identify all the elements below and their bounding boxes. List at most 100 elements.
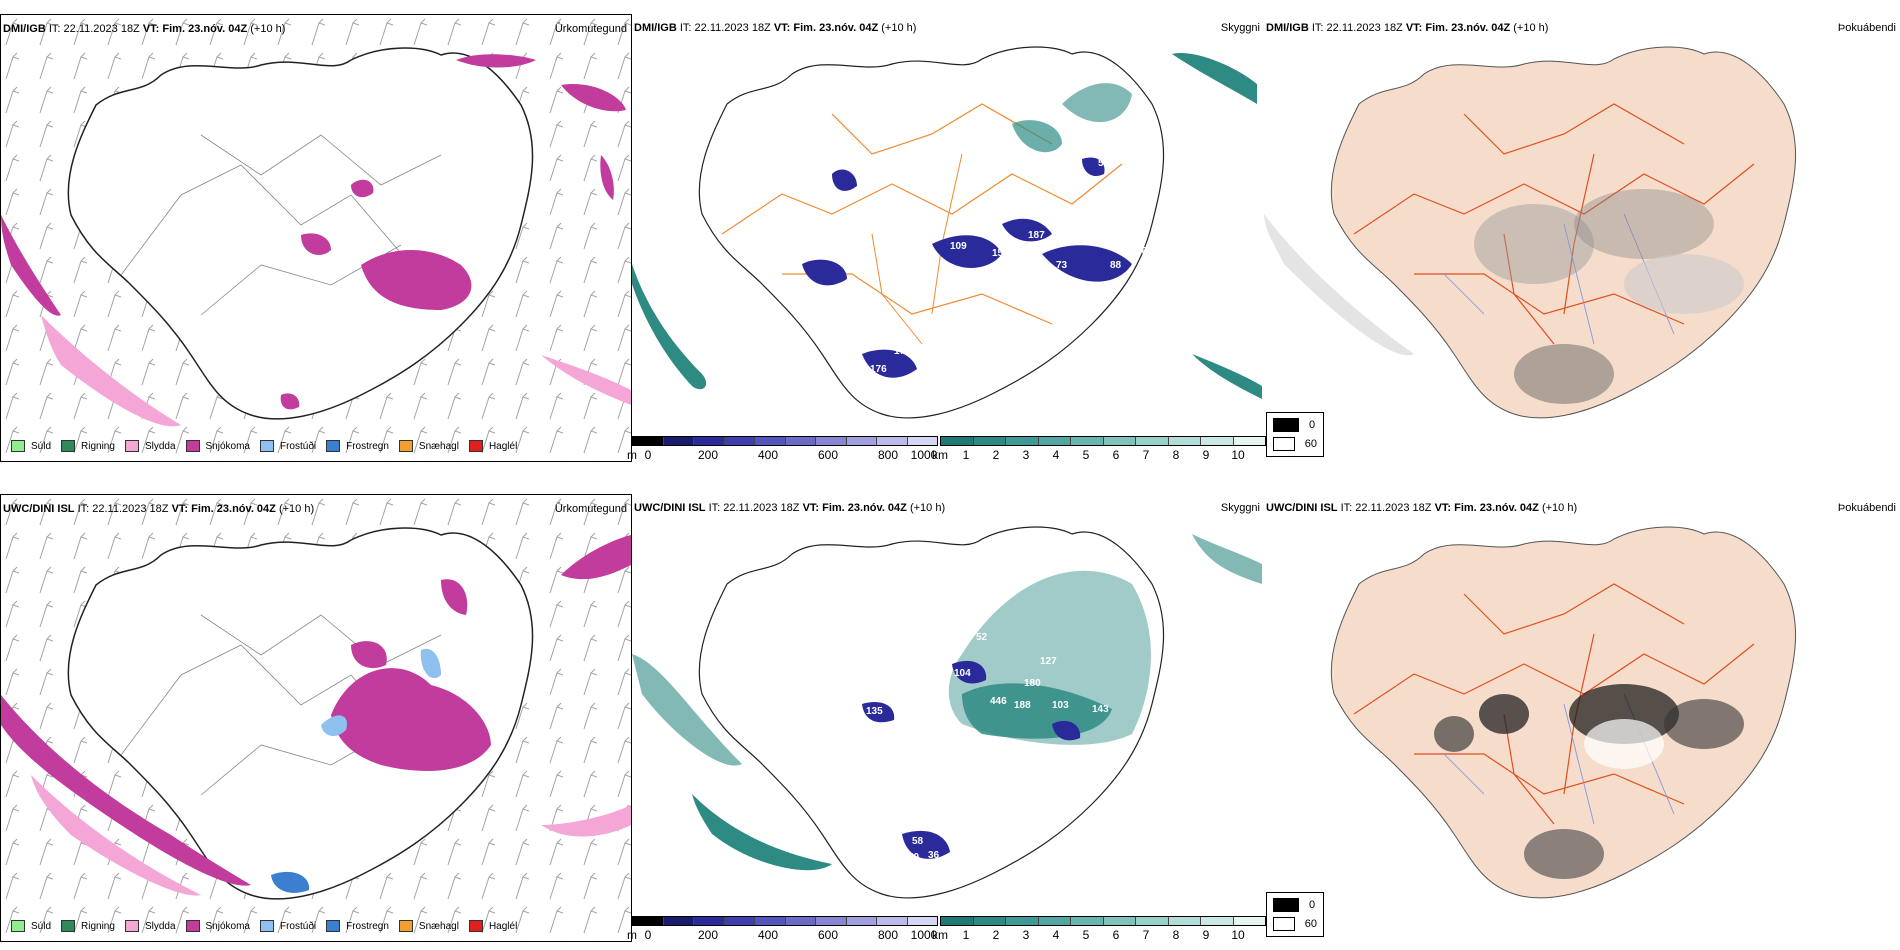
cbar-tick: 800 [877,928,899,942]
fog-panel-2: Þokuábendi [1264,494,1900,942]
cbar-tick: 4 [1052,448,1060,462]
cbar-tick: 1 [962,448,970,462]
fog-legend-swatch [1273,437,1295,451]
vt-label: VT: [1405,22,1423,34]
ceiling-label: 73 [1056,260,1068,271]
legend-swatch [259,440,274,452]
legend-item: Snjókoma [185,440,250,452]
cbar-tick: 4 [1052,928,1060,942]
ceiling-label: 52 [976,632,988,643]
vt-value: Fim. 23.nóv. 04Z [793,22,879,34]
cbar-tick: 8 [1172,448,1180,462]
precip-legend: Súld Rigning Slydda Snjókoma Frostúði Fr… [1,915,517,937]
cbar-tick: 6 [1112,928,1120,942]
cbar-tick: 0 [644,928,652,942]
model-name: UWC/DINI ISL [634,502,706,514]
cbar-tick: 1000 [910,928,938,942]
visibility-map-1: 97 109 80 39 56 96 187 158 94 73 132 88 … [632,46,1262,419]
cbar-tick: 7 [1142,928,1150,942]
panel-header: DMI/IGB IT: 22.11.2023 18Z VT: Fim. 23.n… [634,22,916,34]
cbar-tick: 3 [1022,448,1030,462]
legend-swatch [124,440,139,452]
ceiling-label: 158 [992,248,1009,259]
ceiling-label: 39 [986,190,998,201]
cbar-tick: 9 [1202,448,1210,462]
precip-type-panel-1: DMI/IGB IT: 22.11.2023 18Z VT: Fim. 23.n… [0,14,632,462]
ceiling-label: 241 [736,354,753,365]
ceiling-label: 188 [1014,700,1031,711]
legend-swatch [468,920,483,932]
vt-value: Fim. 23.nóv. 04Z [1425,22,1511,34]
fog-legend-row: 0 [1273,898,1317,912]
panel-title: Skyggni [1220,502,1260,514]
ceiling-label: 176 [870,364,887,375]
cbar-unit: km [932,448,948,462]
fog-legend-1: 0 60 [1266,412,1324,457]
lead-time: (+10 h) [1541,502,1578,514]
it-label: IT: [48,23,61,35]
lead-time: (+10 h) [909,502,946,514]
vt-label: VT: [171,503,189,515]
it-label: IT: [679,22,692,34]
model-name: DMI/IGB [3,23,46,35]
cbar-tick: 200 [697,928,719,942]
cbar-tick: 3 [1022,928,1030,942]
panel-title: Skyggni [1220,22,1260,34]
legend-swatch [11,440,25,452]
fog-legend-swatch [1273,418,1299,432]
ceiling-label: 180 [1024,678,1041,689]
lead-time: (+10 h) [250,23,286,35]
legend-item: Frostúði [259,920,316,932]
it-value: 22.11.2023 18Z [1326,22,1403,34]
cbar-tick: 400 [757,928,779,942]
panel-header: DMI/IGB IT: 22.11.2023 18Z VT: Fim. 23.n… [1266,22,1548,34]
vt-value: Fim. 23.nóv. 04Z [162,23,248,35]
cbar-unit: m [627,448,637,462]
cbar-tick: 1000 [910,448,938,462]
visibility-colorbar-1: km 1 2 3 4 5 6 7 8 9 10 [932,436,1266,462]
fog-legend-swatch [1273,917,1295,931]
legend-item: Frostregn [326,920,389,932]
it-label: IT: [77,503,90,515]
ceiling-label: 127 [1040,656,1057,667]
ceiling-label: 767 [742,800,759,811]
ceiling-label: 58 [912,836,924,847]
it-label: IT: [708,502,721,514]
ceiling-colorbar-1: m 0 200 400 600 800 1000 [627,436,938,462]
panel-header: UWC/DINI ISL IT: 22.11.2023 18Z VT: Fim.… [1266,502,1577,514]
legend-item: Snjókoma [185,920,250,932]
it-label: IT: [1311,22,1324,34]
lead-time: (+10 h) [278,503,315,515]
vt-label: VT: [142,23,160,35]
ceiling-label: 366 [792,820,809,831]
precip-type-panel-2: UWC/DINI ISL IT: 22.11.2023 18Z VT: Fim.… [0,494,632,942]
visibility-panel-2: 52 127 180 446 188 103 143 104 135 767 3… [632,494,1264,942]
ceiling-label: 97 [902,241,914,252]
cbar-tick: 800 [877,448,899,462]
cbar-unit: km [932,928,948,942]
visibility-colorbar-2: km 1 2 3 4 5 6 7 8 9 10 [932,916,1266,942]
legend-item: Rigning [61,440,115,452]
cbar-tick: 8 [1172,928,1180,942]
model-name: DMI/IGB [1266,22,1309,34]
panel-title: Þokuábendi [1837,22,1896,34]
panel-header: UWC/DINI ISL IT: 22.11.2023 18Z VT: Fim.… [3,503,314,515]
ceiling-label: 109 [950,241,967,252]
legend-swatch [326,440,341,452]
cbar-tick: 600 [817,928,839,942]
fog-legend-swatch [1273,898,1299,912]
legend-item: Snæhagl [398,920,459,932]
panel-header: DMI/IGB IT: 22.11.2023 18Z VT: Fim. 23.n… [3,23,285,35]
legend-swatch [326,920,341,932]
model-name: UWC/DINI ISL [3,503,75,515]
model-name: UWC/DINI ISL [1266,502,1338,514]
legend-item: Frostregn [326,440,389,452]
cbar-tick: 7 [1142,448,1150,462]
cbar-tick: 0 [644,448,652,462]
legend-item: Slydda [124,440,176,452]
ceiling-label: 69 [1140,146,1152,157]
legend-item: Súld [11,920,51,932]
ceiling-label: 135 [866,706,883,717]
fog-panel-1: Þokuábendi [1264,14,1900,462]
legend-swatch [468,440,483,452]
